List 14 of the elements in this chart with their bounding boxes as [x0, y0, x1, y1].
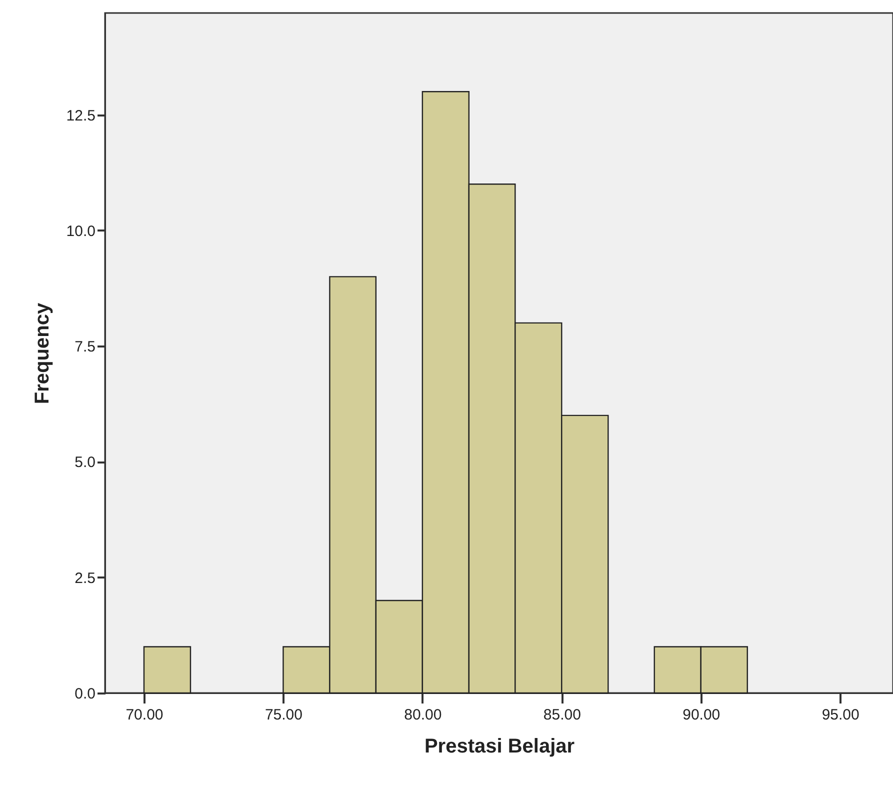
y-axis-title: Frequency — [31, 302, 54, 404]
x-tick-label: 85.00 — [543, 706, 581, 724]
y-tick-label: 10.0 — [66, 222, 96, 240]
x-tick-label: 70.00 — [126, 706, 164, 724]
y-tick-label: 2.5 — [74, 570, 96, 587]
y-tick-label: 7.5 — [74, 338, 96, 356]
x-tick-label: 75.00 — [264, 706, 302, 724]
x-tick-label: 80.00 — [404, 706, 442, 724]
y-tick-label: 5.0 — [74, 454, 96, 472]
y-tick-label: 12.5 — [66, 107, 96, 124]
x-axis-title: Prestasi Belajar — [424, 736, 575, 758]
x-tick-label: 95.00 — [822, 706, 860, 724]
x-tick-label: 90.00 — [682, 706, 720, 724]
y-tick-label: 0.0 — [74, 686, 96, 702]
